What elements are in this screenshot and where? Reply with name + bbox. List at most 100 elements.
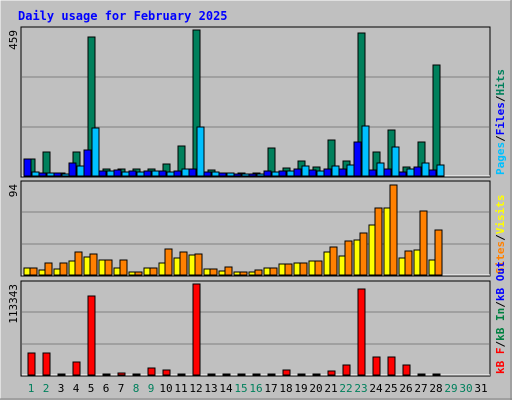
day-label-21: 21 (324, 382, 337, 395)
bar-visits-sites-sites-day-25 (389, 184, 398, 276)
bar-kbytes-kb-f-day-12 (192, 283, 201, 376)
bar-kbytes-kb-f-day-6 (102, 373, 111, 376)
bar-hits-files-pages-files-day-23 (353, 141, 362, 177)
day-label-4: 4 (73, 382, 80, 395)
day-label-31: 31 (474, 382, 487, 395)
bar-hits-files-pages-files-day-21 (323, 168, 332, 177)
bar-kbytes-kb-f-day-7 (117, 372, 126, 376)
bar-visits-sites-sites-day-8 (134, 271, 143, 276)
bar-kbytes-kb-f-day-26 (402, 364, 411, 376)
legend-entry-sep2: / (494, 301, 507, 308)
bar-visits-sites-sites-day-16 (254, 269, 263, 276)
bar-hits-files-pages-files-day-20 (308, 169, 317, 177)
day-label-1: 1 (28, 382, 35, 395)
bar-kbytes-kb-f-day-8 (132, 373, 141, 376)
bar-visits-sites-sites-day-19 (299, 262, 308, 276)
bar-kbytes-kb-f-day-14 (222, 373, 231, 376)
bar-kbytes-kb-f-day-28 (432, 373, 441, 376)
bar-hits-files-pages-pages-day-6 (106, 170, 115, 177)
legend-entry-kbout: kB Out (494, 261, 507, 301)
bar-kbytes-kb-f-day-24 (372, 356, 381, 376)
bar-visits-sites-sites-day-2 (44, 262, 53, 276)
day-label-25: 25 (384, 382, 397, 395)
bar-hits-files-pages-files-day-22 (338, 168, 347, 177)
bar-kbytes-kb-f-day-22 (342, 364, 351, 376)
bar-kbytes-kb-f-day-21 (327, 370, 336, 376)
day-label-29: 29 (444, 382, 457, 395)
day-label-18: 18 (279, 382, 292, 395)
day-label-8: 8 (133, 382, 140, 395)
bar-visits-sites-sites-day-9 (149, 267, 158, 276)
legend-entry-pages: Pages (494, 142, 507, 175)
legend-entry-sep1: / (494, 341, 507, 348)
day-label-14: 14 (219, 382, 233, 395)
bar-visits-sites-sites-day-26 (404, 250, 413, 276)
bar-visits-sites-sites-day-28 (434, 229, 443, 276)
bar-hits-files-pages-pages-day-14 (226, 172, 235, 177)
bar-hits-files-pages-pages-day-26 (406, 168, 415, 177)
legend-visits-sites: Sites/Visits (494, 195, 507, 275)
bar-hits-files-pages-pages-day-1 (31, 171, 40, 177)
bar-kbytes-kb-f-day-11 (177, 373, 186, 376)
legend-entry-visits: Visits (494, 195, 507, 235)
bar-hits-files-pages-files-day-9 (143, 170, 152, 177)
bar-kbytes-kb-f-day-27 (417, 373, 426, 376)
bar-hits-files-pages-files-day-2 (38, 172, 47, 177)
bar-hits-files-pages-pages-day-11 (181, 168, 190, 177)
bar-hits-files-pages-pages-day-12 (196, 126, 205, 177)
bar-hits-files-pages-pages-day-28 (436, 164, 445, 177)
bar-hits-files-pages-pages-day-9 (151, 170, 160, 177)
bar-hits-files-pages-pages-day-4 (76, 165, 85, 177)
day-label-6: 6 (103, 382, 110, 395)
chart-title: Daily usage for February 2025 (18, 9, 228, 23)
bar-kbytes-kb-f-day-17 (267, 373, 276, 376)
bar-kbytes-kb-f-day-1 (27, 352, 36, 376)
bar-kbytes-kb-f-day-23 (357, 288, 366, 376)
bar-hits-files-pages-files-day-25 (383, 168, 392, 177)
bar-visits-sites-sites-day-3 (59, 262, 68, 276)
bar-hits-files-pages-hits-day-28 (432, 64, 441, 177)
bar-kbytes-kb-f-day-18 (282, 369, 291, 376)
bar-kbytes-kb-f-day-10 (162, 369, 171, 376)
bar-kbytes-kb-f-day-5 (87, 295, 96, 376)
bar-visits-sites-sites-day-12 (194, 253, 203, 276)
day-label-20: 20 (309, 382, 322, 395)
bar-kbytes-kb-f-day-19 (297, 373, 306, 376)
legend-entry-kbf: kB F (494, 348, 507, 375)
bar-hits-files-pages-files-day-10 (158, 170, 167, 177)
legend-entry-sites: Sites (494, 241, 507, 274)
bar-visits-sites-sites-day-6 (104, 259, 113, 276)
bar-hits-files-pages-pages-day-27 (421, 162, 430, 177)
bar-hits-files-pages-pages-day-17 (271, 171, 280, 177)
day-label-28: 28 (429, 382, 442, 395)
day-label-23: 23 (354, 382, 367, 395)
bar-hits-files-pages-pages-day-19 (301, 165, 310, 177)
bar-hits-files-pages-pages-day-24 (376, 162, 385, 177)
bar-kbytes-kb-f-day-2 (42, 352, 51, 376)
bar-visits-sites-sites-day-21 (329, 246, 338, 276)
day-label-7: 7 (118, 382, 125, 395)
bar-visits-sites-sites-day-14 (224, 266, 233, 276)
bar-visits-sites-sites-day-23 (359, 232, 368, 276)
bar-visits-sites-sites-day-11 (179, 251, 188, 276)
bar-visits-sites-sites-day-1 (29, 267, 38, 276)
bar-hits-files-pages-pages-day-23 (361, 125, 370, 177)
bar-hits-files-pages-files-day-15 (233, 173, 242, 177)
bar-hits-files-pages-pages-day-16 (256, 173, 265, 177)
day-label-27: 27 (414, 382, 427, 395)
day-label-22: 22 (339, 382, 352, 395)
bar-visits-sites-sites-day-5 (89, 253, 98, 276)
day-label-3: 3 (58, 382, 65, 395)
bar-hits-files-pages-pages-day-8 (136, 171, 145, 177)
bar-hits-files-pages-files-day-3 (53, 172, 62, 177)
bar-visits-sites-sites-day-20 (314, 260, 323, 276)
bar-visits-sites-sites-day-24 (374, 207, 383, 276)
panel-frame-kbytes (20, 280, 491, 377)
bar-hits-files-pages-files-day-24 (368, 169, 377, 177)
bar-hits-files-pages-files-day-16 (248, 173, 257, 177)
bar-visits-sites-sites-day-7 (119, 259, 128, 276)
bar-hits-files-pages-files-day-6 (98, 170, 107, 177)
bar-hits-files-pages-files-day-28 (428, 169, 437, 177)
bar-hits-files-pages-files-day-18 (278, 170, 287, 177)
